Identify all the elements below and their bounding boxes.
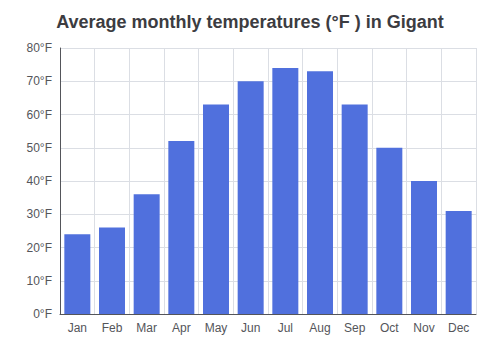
svg-text:Oct: Oct [380,321,399,335]
svg-text:Apr: Apr [172,321,191,335]
svg-text:Jun: Jun [241,321,260,335]
svg-text:May: May [205,321,228,335]
svg-text:Jan: Jan [68,321,87,335]
svg-text:Sep: Sep [344,321,366,335]
svg-text:Aug: Aug [309,321,330,335]
svg-text:Feb: Feb [102,321,123,335]
svg-text:10°F: 10°F [27,274,52,288]
svg-text:Mar: Mar [136,321,157,335]
svg-text:40°F: 40°F [27,174,52,188]
svg-text:30°F: 30°F [27,207,52,221]
svg-text:Average monthly temperatures (: Average monthly temperatures (°F ) in Gi… [56,12,444,32]
svg-text:70°F: 70°F [27,74,52,88]
svg-text:Dec: Dec [448,321,469,335]
svg-text:60°F: 60°F [27,108,52,122]
svg-text:0°F: 0°F [33,307,52,321]
svg-text:20°F: 20°F [27,241,52,255]
svg-text:Nov: Nov [413,321,434,335]
svg-text:80°F: 80°F [27,41,52,55]
svg-text:Jul: Jul [278,321,293,335]
svg-text:50°F: 50°F [27,141,52,155]
